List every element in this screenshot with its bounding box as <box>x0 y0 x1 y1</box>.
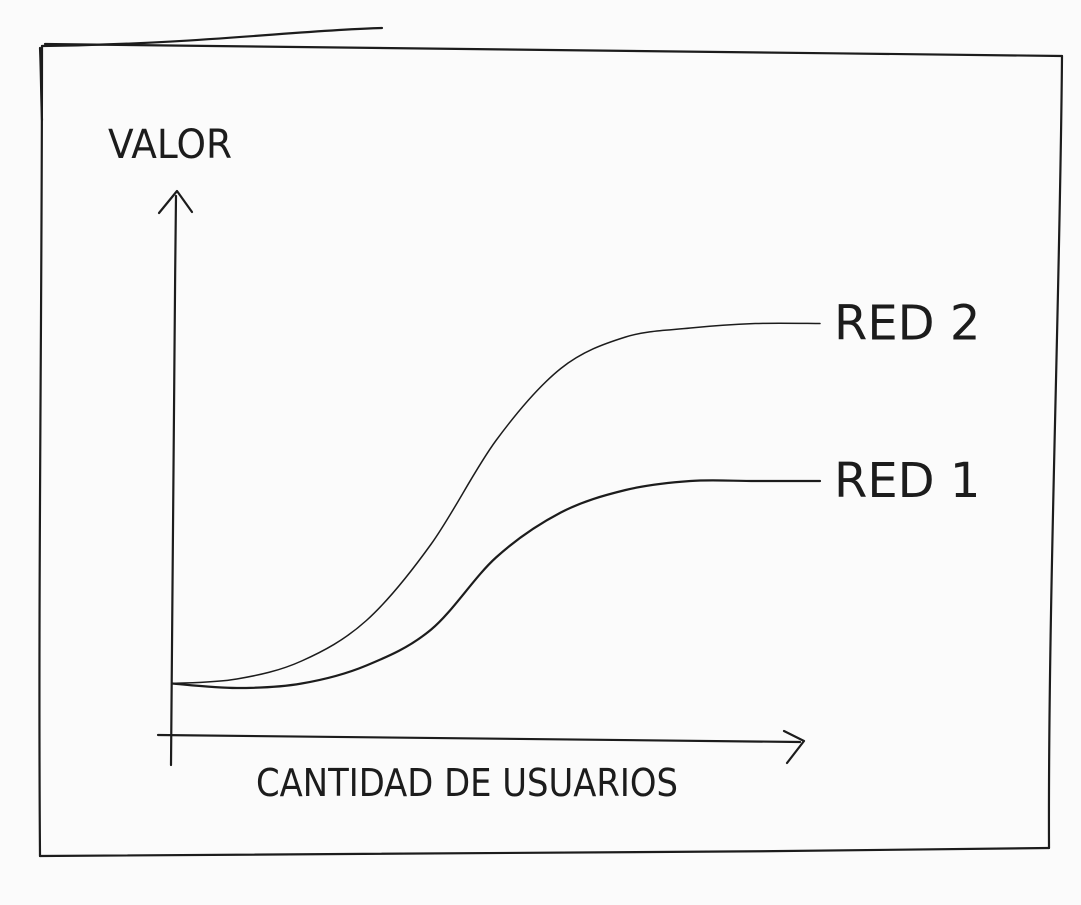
x-axis-line <box>156 733 802 744</box>
series-line <box>170 479 822 690</box>
x-axis-label: CANTIDAD DE USUARIOS <box>256 761 678 805</box>
series-layer: RED 2 RED 1 <box>170 296 980 690</box>
series-2: RED 1 <box>170 453 980 690</box>
y-axis-line <box>169 194 178 767</box>
y-axis-arrowhead <box>157 189 194 215</box>
frame <box>38 26 1064 858</box>
series-line <box>171 322 821 685</box>
series-label: RED 1 <box>834 453 980 509</box>
series-label: RED 2 <box>834 296 980 352</box>
series-1: RED 2 <box>171 296 980 685</box>
x-axis-arrowhead <box>782 729 806 765</box>
y-axis-label: VALOR <box>108 122 232 168</box>
axes <box>156 189 806 767</box>
